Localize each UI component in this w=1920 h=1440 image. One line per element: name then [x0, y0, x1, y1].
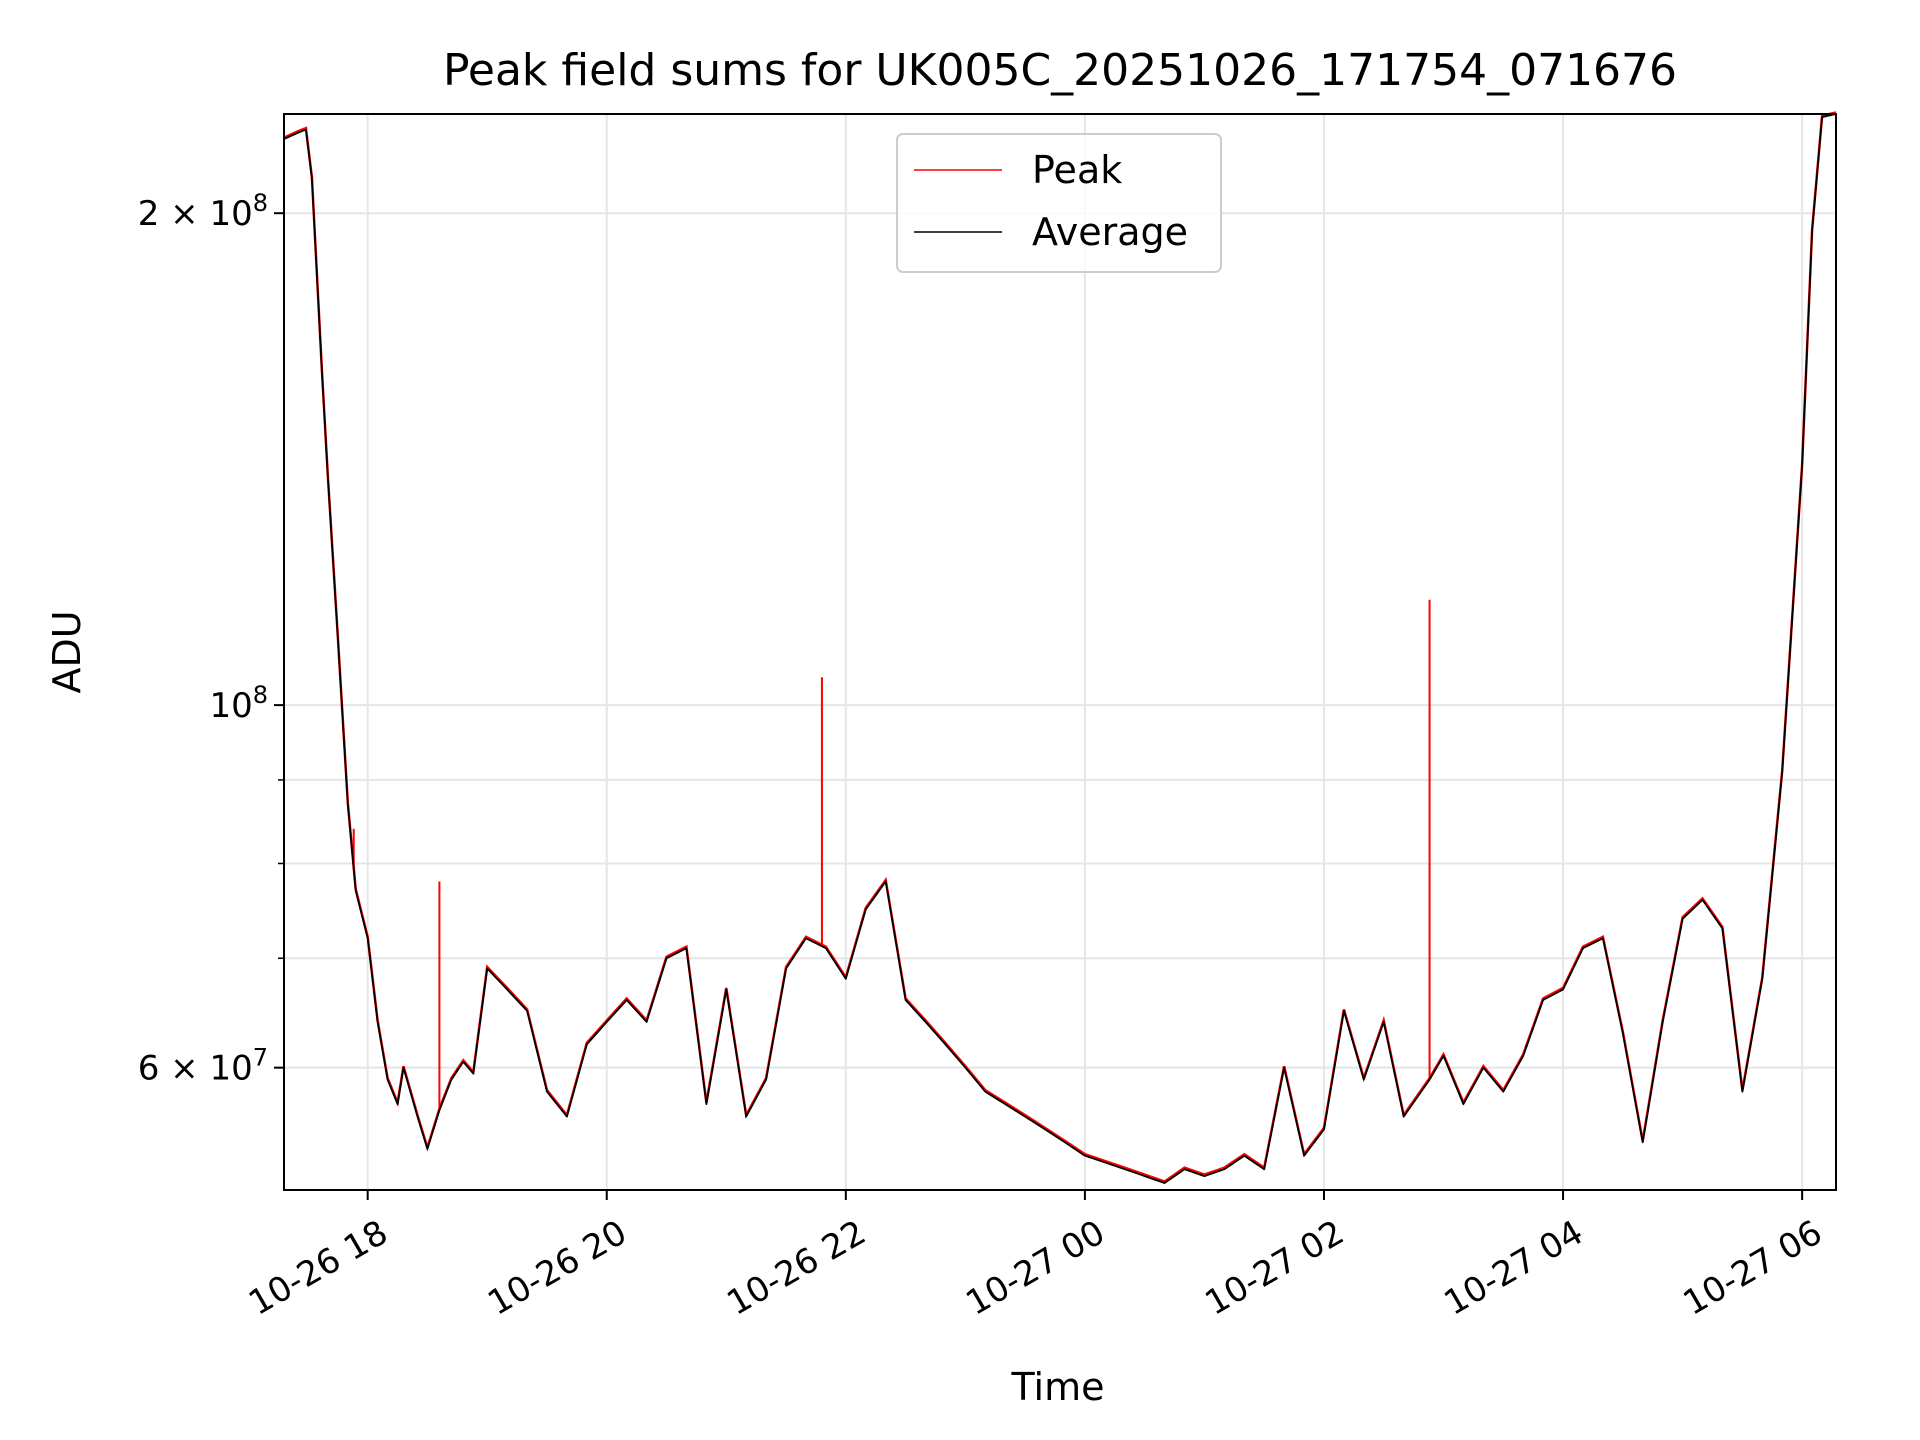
x-axis-ticks: 10-26 18 10-26 20 10-26 22 10-27 00 10-27 02… — [242, 1190, 1829, 1324]
x-tick-label: 10-27 06 — [1677, 1213, 1829, 1324]
y-tick-label: 108 — [209, 681, 268, 726]
x-tick-label: 10-27 00 — [959, 1213, 1111, 1324]
y-axis-label: ADU — [45, 610, 89, 693]
y-tick-label: 6 × 107 — [138, 1044, 268, 1089]
x-tick-label: 10-26 20 — [481, 1213, 633, 1324]
y-axis-ticks: 2 × 108 108 6 × 107 — [138, 189, 284, 1089]
legend-peak-label: Peak — [1032, 148, 1122, 192]
x-tick-label: 10-26 18 — [242, 1213, 394, 1324]
y-tick-label: 2 × 108 — [138, 189, 268, 234]
legend: Peak Average — [896, 133, 1222, 273]
x-axis-label: Time — [1011, 1365, 1105, 1409]
series-layer — [283, 111, 1837, 1184]
legend-box — [896, 133, 1222, 273]
plot-frame — [283, 113, 1837, 1191]
legend-average-label: Average — [1032, 210, 1188, 254]
plot-area — [284, 114, 1836, 1190]
chart-title: Peak field sums for UK005C_20251026_1717… — [443, 45, 1677, 96]
x-tick-label: 10-26 22 — [720, 1213, 872, 1324]
x-tick-label: 10-27 04 — [1438, 1213, 1590, 1324]
series-line-average — [283, 113, 1837, 1184]
x-tick-label: 10-27 02 — [1198, 1213, 1350, 1324]
